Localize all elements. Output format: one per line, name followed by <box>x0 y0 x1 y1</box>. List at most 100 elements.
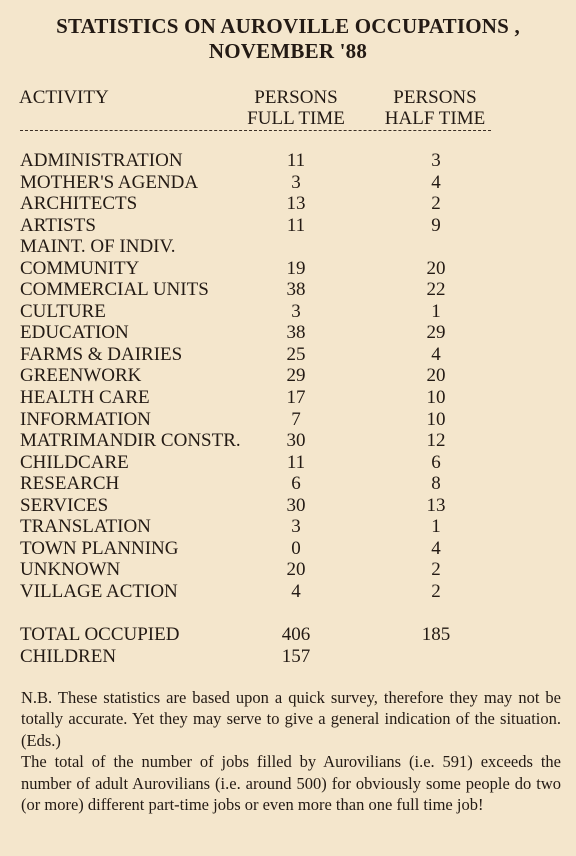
activity-cell: MATRIMANDIR CONSTR. <box>20 430 241 452</box>
table-row: CHILDCARE 11 6 <box>0 452 576 474</box>
half-time-cell: 2 <box>431 193 441 215</box>
activity-cell: MOTHER'S AGENDA <box>20 171 199 193</box>
table-row: EDUCATION 38 29 <box>0 322 576 344</box>
title-line-1: STATISTICS ON AUROVILLE OCCUPATIONS , <box>56 14 520 38</box>
table-row: ARTISTS 11 9 <box>0 215 576 237</box>
table-row: ARCHITECTS 13 2 <box>0 193 576 215</box>
table-row: INFORMATION 7 10 <box>0 409 576 431</box>
full-time-cell: 29 <box>286 365 306 387</box>
activity-cell: CHILDCARE <box>20 451 129 473</box>
activity-cell: COMMERCIAL UNITS <box>20 279 209 301</box>
table-row: MAINT. OF INDIV. <box>0 236 576 258</box>
table-row: MATRIMANDIR CONSTR. 30 12 <box>0 430 576 452</box>
activity-cell: GREENWORK <box>20 365 142 387</box>
full-time-cell: 30 <box>286 430 306 452</box>
half-time-cell: 1 <box>431 300 441 322</box>
half-time-cell: 1 <box>431 516 441 538</box>
footnote-paragraph-2: The total of the number of jobs filled b… <box>21 752 561 815</box>
table-row: HEALTH CARE 17 10 <box>0 387 576 409</box>
full-time-cell: 3 <box>291 516 301 538</box>
table-row: CULTURE 3 1 <box>0 301 576 323</box>
header-full-time: PERSONS FULL TIME <box>240 87 352 129</box>
table-row: ADMINISTRATION 11 3 <box>0 150 576 172</box>
half-time-cell: 4 <box>431 171 441 193</box>
full-time-cell: 3 <box>291 300 301 322</box>
title-line-2: NOVEMBER '88 <box>208 39 368 63</box>
activity-cell: ADMINISTRATION <box>20 150 183 171</box>
full-time-cell: 19 <box>286 257 306 279</box>
dashed-divider <box>20 130 491 131</box>
half-time-cell: 10 <box>426 408 446 430</box>
table-row: UNKNOWN 20 2 <box>0 559 576 581</box>
header-half-time: PERSONS HALF TIME <box>378 87 492 129</box>
table-row: GREENWORK 29 20 <box>0 365 576 387</box>
totals-table: TOTAL OCCUPIED 406 185 CHILDREN 157 <box>0 624 576 667</box>
table-row: COMMERCIAL UNITS 38 22 <box>0 279 576 301</box>
half-time-cell: 6 <box>431 451 441 473</box>
footnote: N.B. These statistics are based upon a q… <box>21 687 561 815</box>
full-time-cell: 17 <box>286 387 306 409</box>
full-time-cell: 7 <box>291 408 301 430</box>
activity-cell: COMMUNITY <box>20 257 140 279</box>
activity-cell: FARMS & DAIRIES <box>20 343 183 365</box>
full-time-cell: 11 <box>286 451 306 473</box>
full-time-cell: 38 <box>286 279 306 301</box>
children-row: CHILDREN 157 <box>0 646 576 668</box>
half-time-cell: 2 <box>431 559 441 581</box>
header-full-time-line-1: PERSONS <box>254 87 338 108</box>
full-time-cell: 3 <box>291 171 301 193</box>
activity-cell: INFORMATION <box>20 408 151 430</box>
occupations-table: ADMINISTRATION 11 3 MOTHER'S AGENDA 3 4 ARCH… <box>0 150 576 602</box>
activity-cell: MAINT. OF INDIV. <box>20 236 176 258</box>
activity-cell: SERVICES <box>20 494 109 516</box>
half-time-cell: 12 <box>426 430 446 452</box>
header-half-time-line-2: HALF TIME <box>384 108 486 129</box>
table-row: VILLAGE ACTION 4 2 <box>0 581 576 603</box>
header-full-time-line-2: FULL TIME <box>247 108 345 129</box>
full-time-cell: 11 <box>286 214 306 236</box>
activity-cell: ARCHITECTS <box>20 193 138 215</box>
activity-cell: CHILDREN <box>20 645 117 667</box>
header-half-time-line-1: PERSONS <box>393 87 477 108</box>
half-time-cell: 4 <box>431 537 441 559</box>
full-time-cell: 13 <box>286 193 306 215</box>
table-row: RESEARCH 6 8 <box>0 473 576 495</box>
half-time-cell: 13 <box>426 494 446 516</box>
activity-cell: RESEARCH <box>20 473 120 495</box>
activity-cell: VILLAGE ACTION <box>20 580 178 602</box>
header-activity: ACTIVITY <box>19 87 109 108</box>
full-time-cell: 0 <box>291 537 301 559</box>
full-time-cell: 157 <box>281 645 311 667</box>
full-time-cell: 20 <box>286 559 306 581</box>
full-time-cell: 4 <box>291 580 301 602</box>
table-row: MOTHER'S AGENDA 3 4 <box>0 172 576 194</box>
full-time-cell: 6 <box>291 473 301 495</box>
full-time-cell: 30 <box>286 494 306 516</box>
total-occupied-row: TOTAL OCCUPIED 406 185 <box>0 624 576 646</box>
table-row: COMMUNITY 19 20 <box>0 258 576 280</box>
half-time-cell: 3 <box>431 150 441 171</box>
half-time-cell: 4 <box>431 343 441 365</box>
half-time-cell: 29 <box>426 322 446 344</box>
half-time-cell: 8 <box>431 473 441 495</box>
half-time-cell: 2 <box>431 580 441 602</box>
half-time-cell: 9 <box>431 214 441 236</box>
table-row: SERVICES 30 13 <box>0 495 576 517</box>
table-row: TOWN PLANNING 0 4 <box>0 538 576 560</box>
page-title: STATISTICS ON AUROVILLE OCCUPATIONS , NO… <box>0 14 576 64</box>
activity-cell: HEALTH CARE <box>20 387 150 409</box>
activity-cell: CULTURE <box>20 300 106 322</box>
activity-cell: ARTISTS <box>20 214 96 236</box>
half-time-cell: 10 <box>426 387 446 409</box>
activity-cell: TOTAL OCCUPIED <box>20 624 180 645</box>
footnote-paragraph-1: N.B. These statistics are based upon a q… <box>21 688 561 750</box>
half-time-cell: 22 <box>426 279 446 301</box>
activity-cell: TRANSLATION <box>20 516 151 538</box>
full-time-cell: 11 <box>286 150 306 171</box>
table-row: FARMS & DAIRIES 25 4 <box>0 344 576 366</box>
activity-cell: UNKNOWN <box>20 559 121 581</box>
activity-cell: TOWN PLANNING <box>20 537 179 559</box>
half-time-cell: 185 <box>421 624 451 645</box>
full-time-cell: 38 <box>286 322 306 344</box>
half-time-cell: 20 <box>426 365 446 387</box>
